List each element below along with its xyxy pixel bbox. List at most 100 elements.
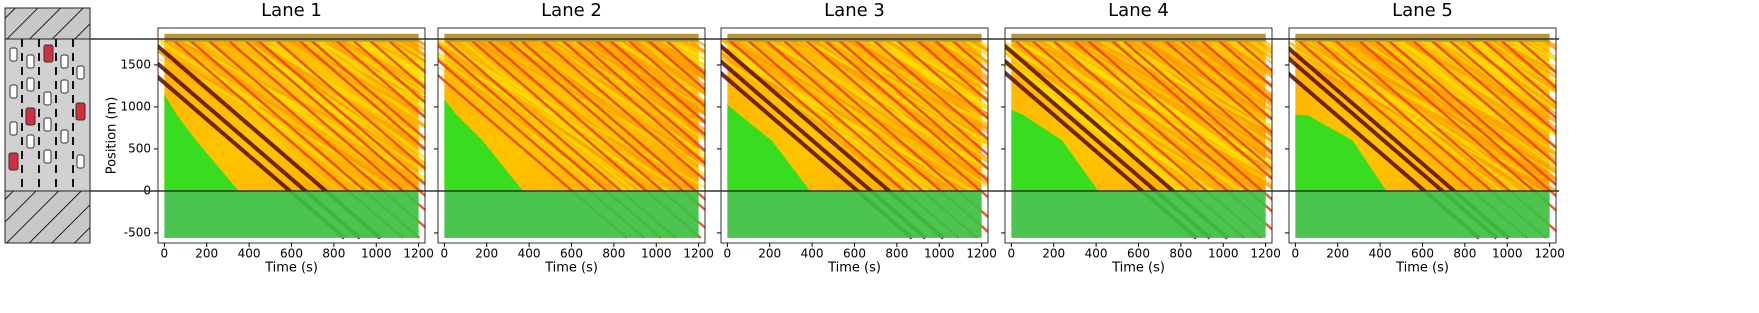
x-tick-label: 400 bbox=[801, 247, 824, 261]
x-tick-label: 1200 bbox=[966, 247, 997, 261]
shockwave bbox=[540, 38, 705, 183]
heat-streak bbox=[171, 38, 363, 193]
shockwave bbox=[226, 38, 425, 212]
heat-streak bbox=[343, 38, 425, 108]
x-tick-label: 1200 bbox=[683, 247, 714, 261]
heat-streak bbox=[721, 57, 938, 193]
heat-streak bbox=[912, 38, 988, 88]
x-tick-label: 800 bbox=[885, 247, 908, 261]
heat-streak bbox=[657, 38, 705, 78]
heat-streak bbox=[244, 39, 425, 166]
heatmap-image bbox=[1005, 33, 1272, 240]
shockwave bbox=[1429, 38, 1556, 150]
heat-streak bbox=[937, 38, 988, 72]
y-tick-label: 1500 bbox=[120, 57, 151, 71]
heat-streak bbox=[1462, 38, 1556, 108]
heat-streak bbox=[1183, 38, 1272, 97]
x-tick-label: 600 bbox=[843, 247, 866, 261]
cars bbox=[8, 44, 86, 171]
heat-streak bbox=[1164, 38, 1272, 100]
x-tick-label: 0 bbox=[441, 247, 449, 261]
shockwave bbox=[1199, 38, 1272, 104]
heat-streak bbox=[889, 38, 988, 100]
x-tick-label: 0 bbox=[1292, 247, 1300, 261]
shockwave bbox=[608, 38, 705, 124]
heat-streak bbox=[739, 39, 984, 192]
shockwave bbox=[506, 38, 705, 212]
upstream-region bbox=[1011, 190, 1266, 238]
congestion-region bbox=[1295, 114, 1387, 191]
heat-streak bbox=[643, 38, 705, 81]
panel: Lane 1020040060080010001200-500050010001… bbox=[105, 0, 434, 276]
x-tick-label: 200 bbox=[1326, 247, 1349, 261]
x-axis-label: Time (s) bbox=[1111, 261, 1165, 276]
heat-streak bbox=[1440, 38, 1556, 111]
shockwave bbox=[1121, 38, 1272, 171]
heat-streak bbox=[803, 38, 988, 144]
heat-streak bbox=[1289, 54, 1512, 192]
shockwave bbox=[1447, 38, 1556, 134]
heatmap-image bbox=[438, 33, 705, 239]
heat-streak bbox=[1079, 38, 1272, 160]
heat-streak bbox=[383, 38, 425, 69]
heat-streak bbox=[1187, 38, 1272, 88]
y-axis-label: Position (m) bbox=[105, 97, 120, 175]
heat-streak bbox=[608, 38, 705, 106]
heat-streak bbox=[318, 39, 425, 96]
shockwave bbox=[334, 38, 425, 119]
shockwave bbox=[853, 38, 988, 157]
shockwave bbox=[1139, 38, 1272, 155]
heat-streak bbox=[1474, 39, 1556, 87]
heat-streak bbox=[629, 38, 705, 80]
heat-streak bbox=[1289, 45, 1556, 191]
heat-streak bbox=[722, 39, 961, 192]
shockwave bbox=[933, 38, 988, 88]
x-axis-label: Time (s) bbox=[1395, 261, 1449, 276]
shockwave bbox=[804, 38, 988, 199]
heat-streak bbox=[1005, 50, 1214, 193]
shockwave bbox=[646, 38, 705, 92]
heat-streak bbox=[1542, 38, 1556, 49]
shockwave bbox=[895, 38, 988, 121]
heat-streak bbox=[1078, 38, 1272, 143]
x-tick-label: 400 bbox=[518, 247, 541, 261]
x-tick-label: 800 bbox=[602, 247, 625, 261]
heat-streak bbox=[1399, 38, 1556, 168]
heat-streak bbox=[1350, 38, 1556, 162]
x-axis-label: Time (s) bbox=[264, 261, 318, 276]
heat-streak bbox=[1073, 39, 1272, 153]
heat-streak bbox=[438, 41, 651, 193]
heat-streak bbox=[1526, 38, 1556, 61]
x-tick-label: 800 bbox=[322, 247, 345, 261]
heat-streak bbox=[1492, 38, 1556, 88]
congestion-region bbox=[164, 94, 239, 191]
y-tick-label: 1000 bbox=[120, 99, 151, 113]
panel-title: Lane 5 bbox=[1392, 0, 1453, 21]
heat-streak bbox=[1394, 38, 1556, 137]
x-tick-label: 600 bbox=[1127, 247, 1150, 261]
heat-streak bbox=[1167, 38, 1272, 113]
heat-streak bbox=[1217, 38, 1272, 76]
lane-dividers bbox=[21, 39, 74, 191]
road-illustration bbox=[4, 7, 91, 244]
shockwave bbox=[243, 38, 425, 198]
shockwave bbox=[575, 38, 705, 153]
heat-streak bbox=[1449, 38, 1556, 105]
heat-streak bbox=[540, 38, 705, 131]
x-tick-label: 800 bbox=[1453, 247, 1476, 261]
x-tick-label: 400 bbox=[1369, 247, 1392, 261]
heat-streak bbox=[547, 39, 705, 125]
heatmap-image bbox=[1289, 33, 1556, 240]
shockwave bbox=[1216, 38, 1272, 89]
shockwave bbox=[626, 38, 705, 109]
heat-streak bbox=[1457, 38, 1556, 93]
panel: Lane 2 0 200 400 600 800 1000 1200 Time (s) bbox=[434, 0, 714, 276]
shockwave bbox=[274, 38, 425, 171]
x-tick-label: 600 bbox=[560, 247, 583, 261]
shockwave bbox=[1374, 38, 1556, 198]
heat-streak bbox=[1527, 39, 1556, 58]
x-tick-label: 1000 bbox=[924, 247, 955, 261]
shockwave bbox=[915, 38, 988, 103]
shockwave bbox=[664, 38, 705, 76]
panel-title: Lane 1 bbox=[261, 0, 322, 21]
